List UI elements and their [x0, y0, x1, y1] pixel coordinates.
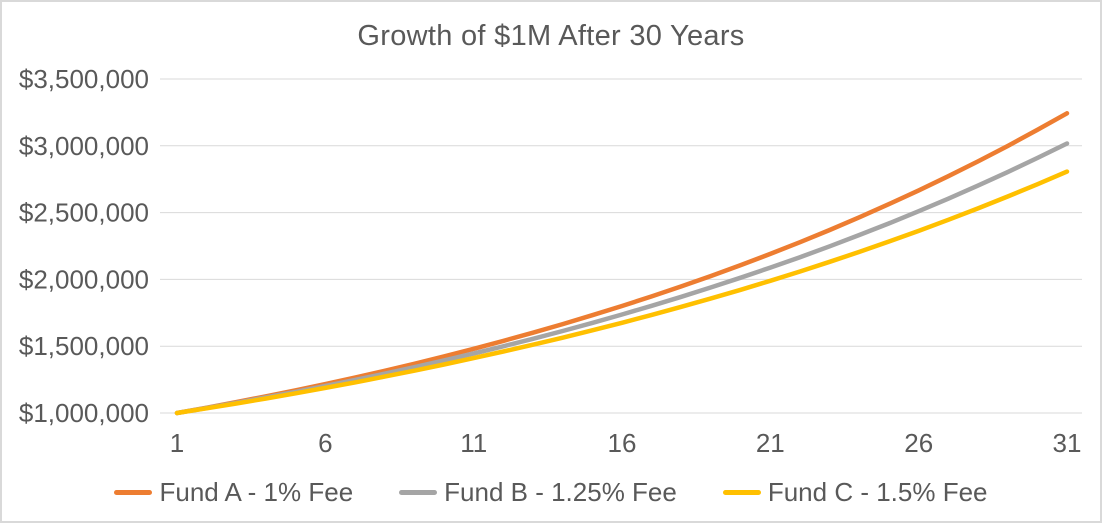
y-tick-label: $2,000,000	[19, 264, 149, 294]
series-line-3	[174, 169, 1070, 416]
y-tick-label: $1,500,000	[19, 331, 149, 361]
legend-label: Fund B - 1.25% Fee	[444, 476, 677, 507]
x-tick-label: 21	[756, 428, 785, 458]
legend-item: Fund B - 1.25% Fee	[399, 477, 677, 508]
y-tick-label: $1,000,000	[19, 398, 149, 428]
legend-label: Fund C - 1.5% Fee	[767, 476, 988, 507]
series-line-1	[174, 111, 1070, 416]
legend: Fund A - 1% Fee Fund B - 1.25% Fee Fund C …	[2, 474, 1100, 510]
chart-title: Growth of $1M After 30 Years	[357, 20, 745, 52]
legend-line-swatch-icon	[399, 489, 438, 495]
legend-item: Fund C - 1.5% Fee	[722, 476, 988, 508]
x-tick-label: 6	[318, 428, 332, 458]
y-tick-label: $3,000,000	[19, 131, 149, 161]
legend-line-swatch-icon	[722, 489, 761, 495]
x-tick-label: 31	[1053, 428, 1082, 458]
x-tick-label: 1	[170, 428, 184, 458]
x-tick-label: 16	[608, 428, 637, 458]
y-tick-label: $3,500,000	[19, 64, 149, 94]
legend-line-swatch-icon	[114, 489, 153, 495]
x-tick-label: 26	[904, 428, 933, 458]
x-tick-label: 11	[460, 428, 487, 458]
y-tick-label: $2,500,000	[19, 198, 149, 228]
legend-label: Fund A - 1% Fee	[159, 476, 354, 507]
legend-item: Fund A - 1% Fee	[114, 477, 353, 508]
